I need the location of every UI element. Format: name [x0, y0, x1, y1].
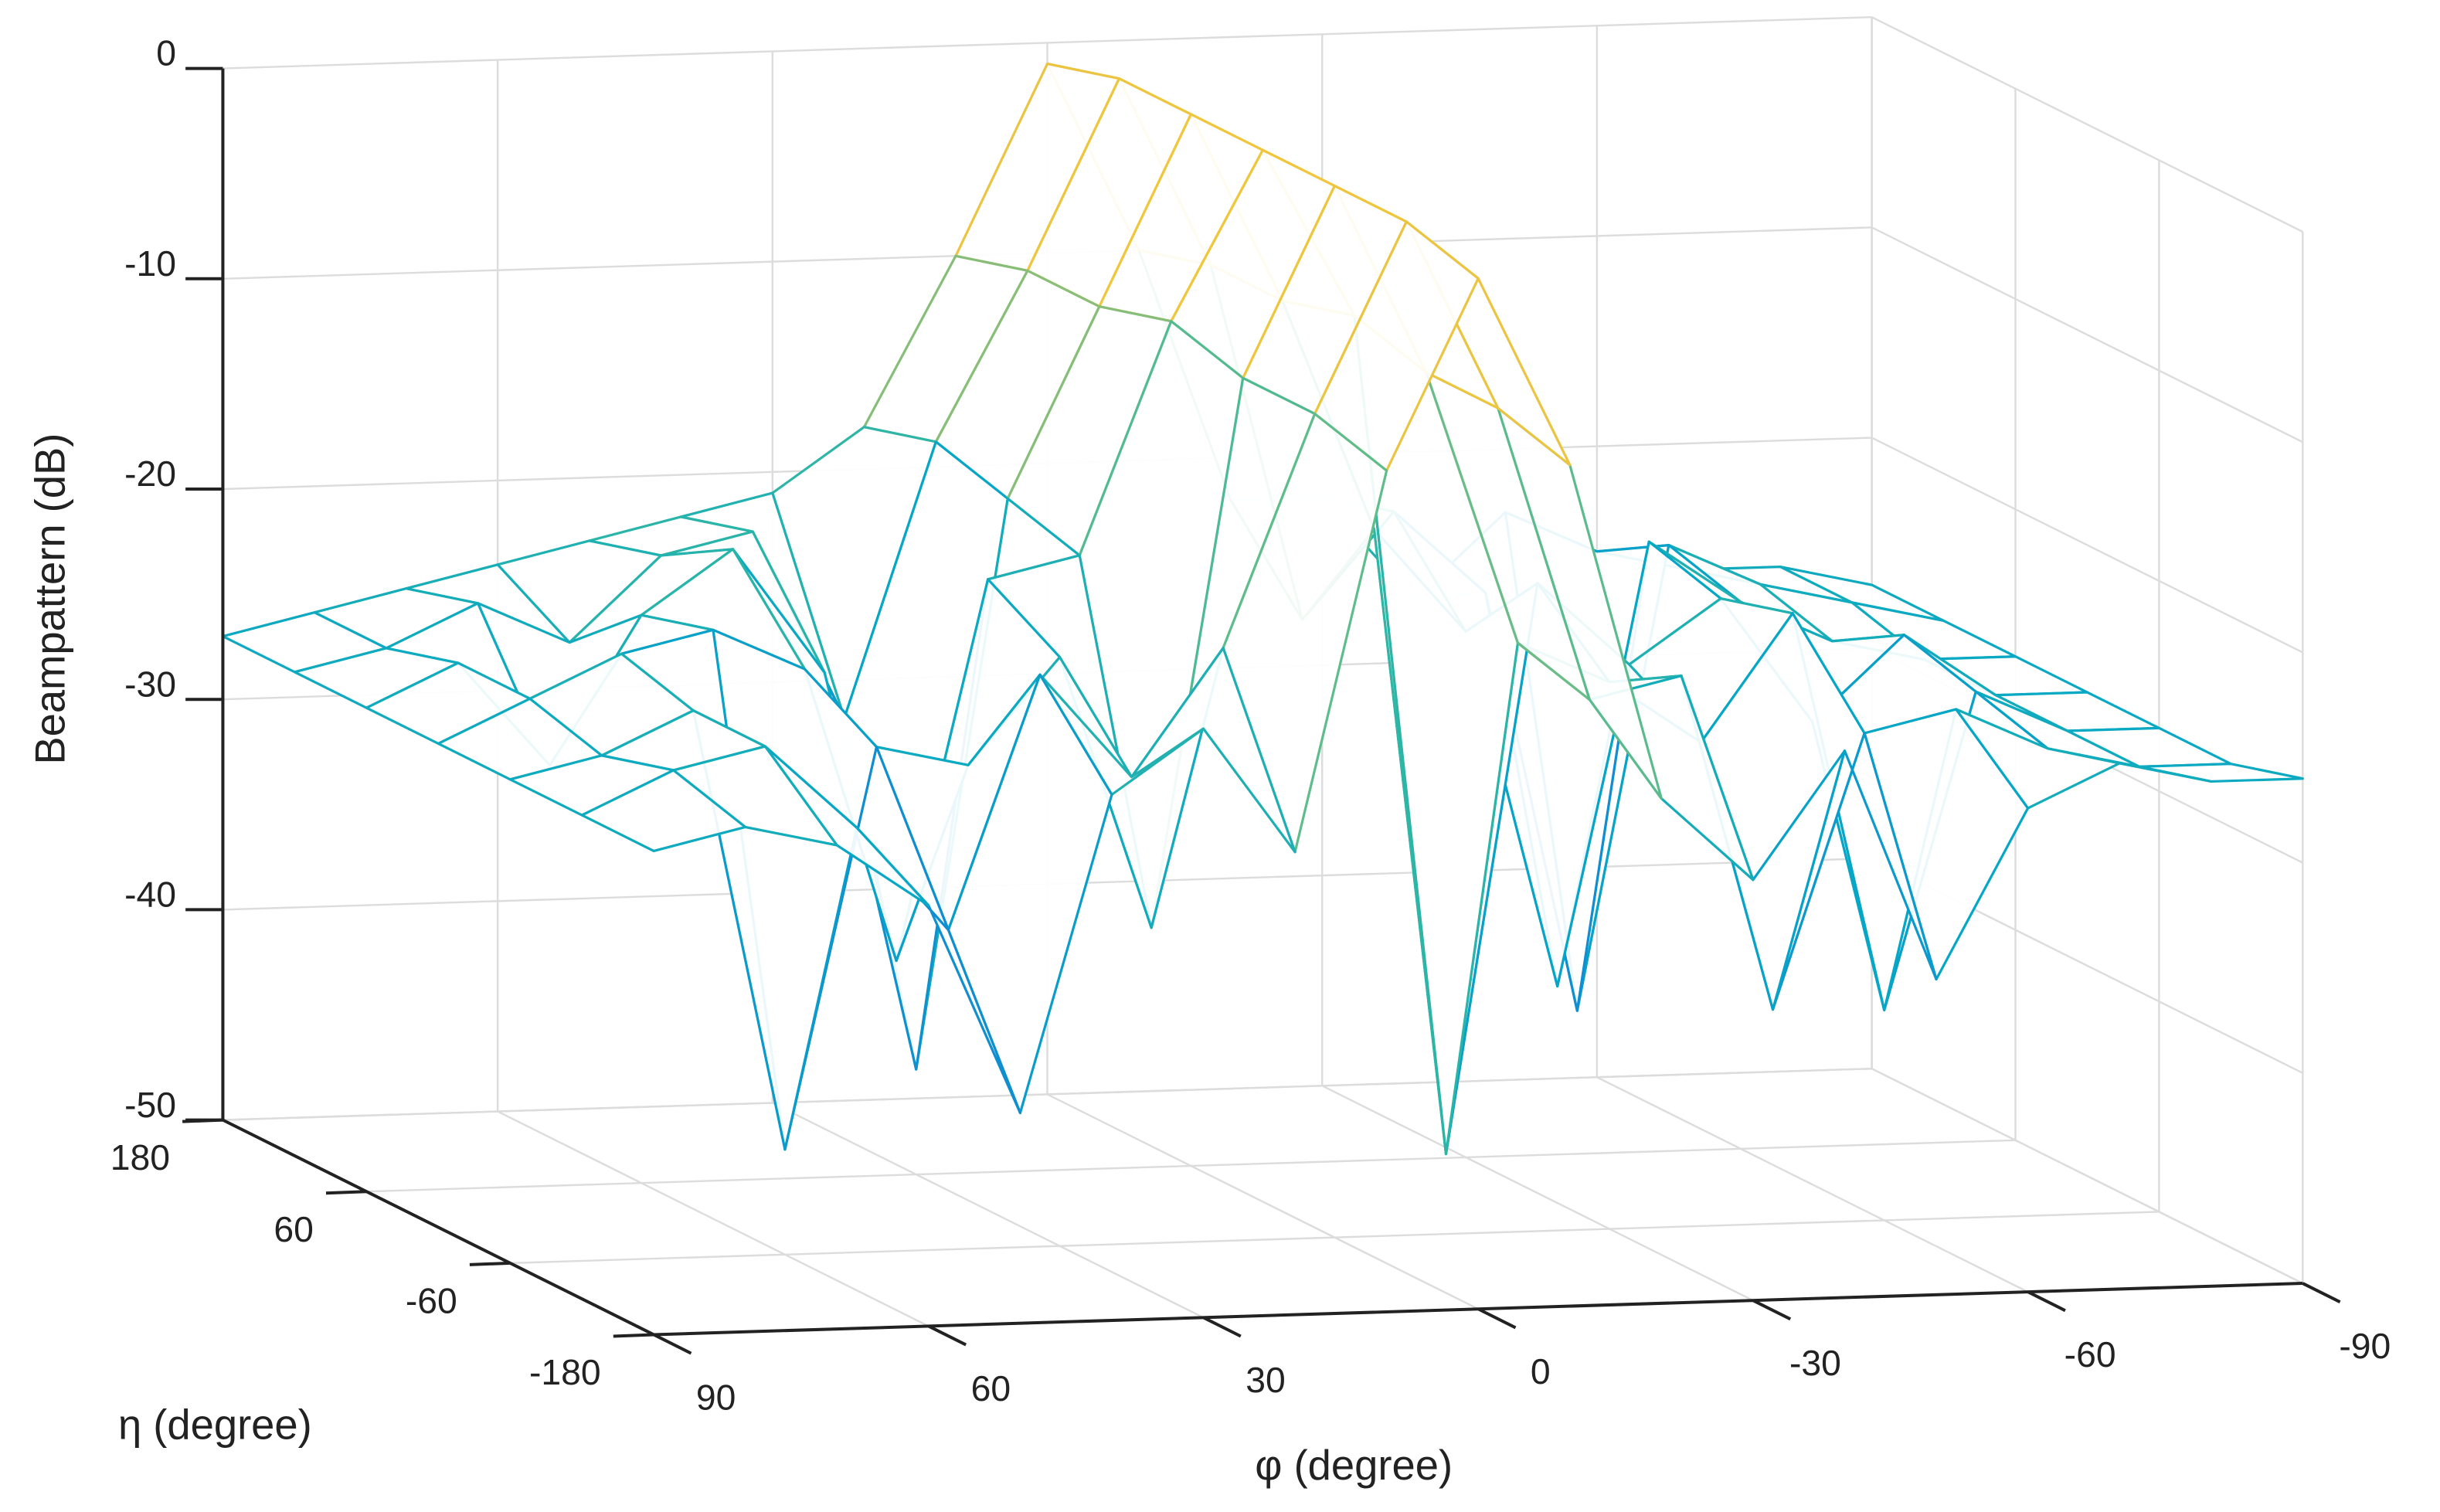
x-tick: [2302, 1282, 2341, 1303]
z-tick-label: 0: [156, 33, 176, 73]
grid-line: [1321, 1085, 1754, 1302]
surface-cell: [580, 769, 747, 853]
y-tick-label: -180: [529, 1352, 601, 1392]
x-tick-label: 90: [696, 1377, 736, 1417]
x-axis-line: [654, 1282, 2303, 1337]
y-tick: [325, 1190, 367, 1195]
grid-line: [1871, 437, 2303, 654]
x-tick: [1752, 1299, 1792, 1321]
x-tick-label: 0: [1531, 1351, 1551, 1391]
y-tick: [469, 1261, 511, 1266]
x-tick: [1477, 1307, 1517, 1330]
x-tick: [653, 1333, 692, 1355]
z-axis-title: Beampattern (dB): [26, 433, 73, 765]
grid-line: [223, 15, 1872, 70]
y-axis-title: η (degree): [118, 1402, 312, 1449]
x-tick-label: 30: [1245, 1360, 1285, 1400]
z-tick-label: -40: [124, 875, 176, 915]
y-axis-line: [222, 1118, 655, 1337]
axes: -50 -40 -30 -20 -10 0 90 60 30 0 -30 -60 -90 -180 -60 6…: [110, 33, 2391, 1418]
y-tick: [182, 1118, 223, 1123]
grid-line: [1596, 1076, 2029, 1293]
grid-line: [366, 1139, 2016, 1193]
x-tick: [2027, 1290, 2066, 1313]
y-tick-label: 180: [110, 1137, 170, 1177]
grid-line: [772, 1102, 1205, 1319]
grid-line: [497, 1110, 929, 1327]
x-tick-label: -90: [2339, 1326, 2391, 1366]
z-tick-label: -20: [124, 454, 176, 494]
grid-line: [223, 1067, 1872, 1121]
grid-line: [1871, 226, 2303, 443]
z-tick-label: -30: [124, 664, 176, 704]
grid-line: [1871, 16, 2303, 233]
z-tick-label: -10: [124, 243, 176, 284]
x-axis-title: φ (degree): [1255, 1442, 1453, 1489]
x-tick: [1202, 1316, 1242, 1338]
y-tick: [613, 1333, 654, 1338]
grid-line: [1046, 1093, 1479, 1310]
surface: [221, 62, 2304, 1156]
z-tick-label: -50: [124, 1085, 176, 1125]
x-tick-label: -30: [1789, 1343, 1841, 1383]
y-tick-label: 60: [274, 1209, 314, 1249]
x-tick-label: -60: [2064, 1334, 2116, 1374]
x-tick: [927, 1324, 967, 1347]
grid-line: [1871, 1068, 2303, 1285]
x-tick-label: 60: [971, 1368, 1011, 1408]
grid-line: [510, 1211, 2160, 1265]
y-tick-label: -60: [406, 1280, 457, 1320]
